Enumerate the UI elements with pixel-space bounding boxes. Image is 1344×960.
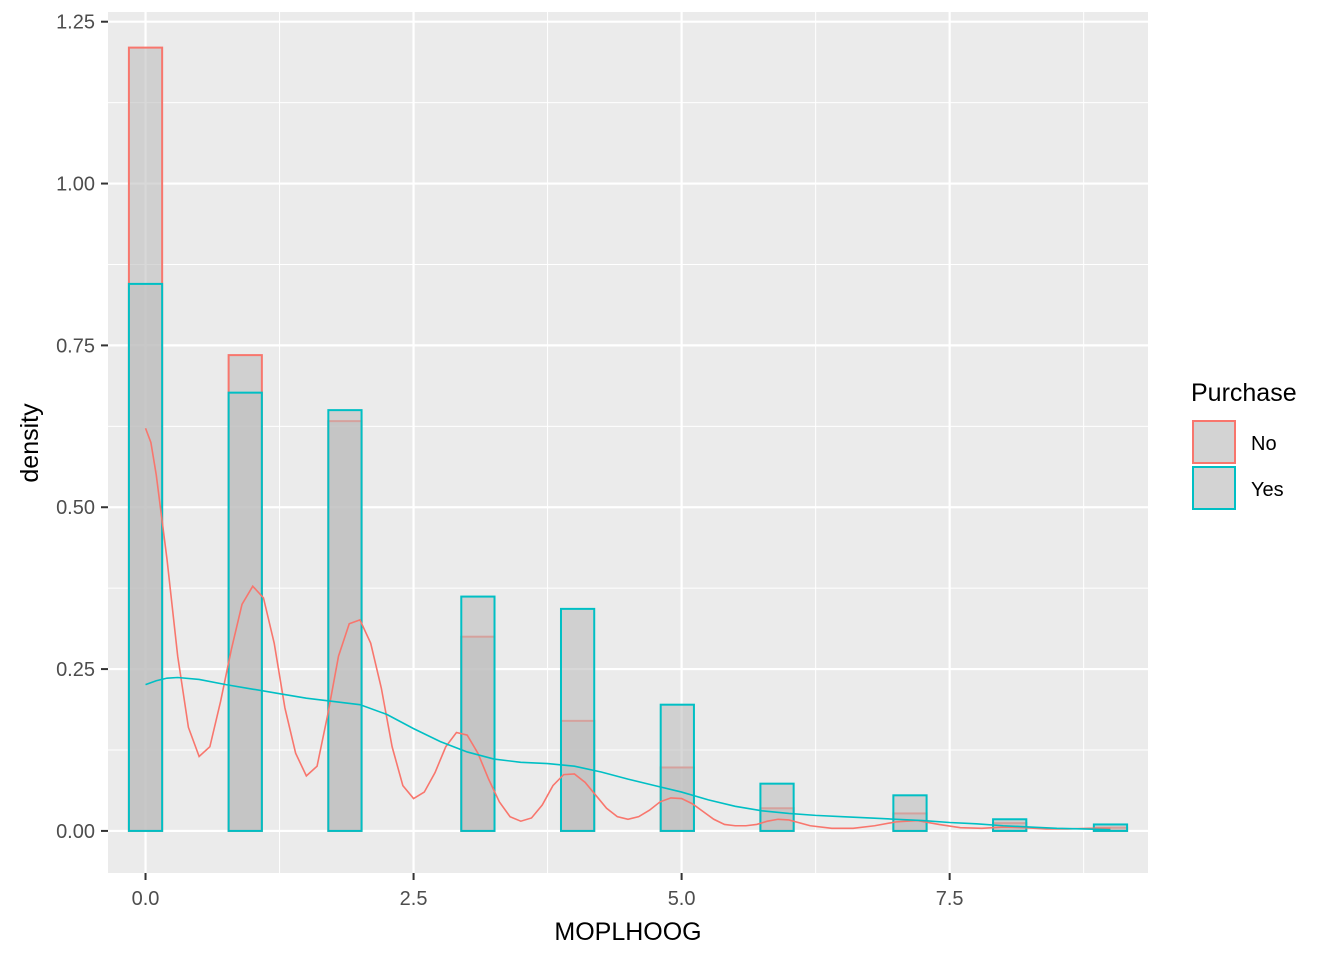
x-tick-label: 7.5 (936, 888, 964, 910)
x-axis-title: MOPLHOOG (554, 918, 701, 946)
x-tick-label: 2.5 (400, 888, 428, 910)
legend-key-no (1192, 420, 1236, 464)
major-gridlines (108, 12, 1148, 873)
x-tick-label: 0.0 (132, 888, 160, 910)
x-axis: 0.0 2.5 5.0 7.5 (132, 873, 964, 910)
y-tick-label: 1.00 (56, 174, 95, 196)
legend-key-yes (1192, 466, 1236, 510)
y-tick-label: 0.25 (56, 659, 95, 681)
legend-label-yes: Yes (1251, 479, 1284, 501)
histogram-bar-yes (892, 794, 928, 832)
plot-panel (108, 12, 1148, 873)
histogram-bar-yes (227, 391, 263, 832)
density-curve-yes (145, 676, 1111, 831)
legend-label-no: No (1251, 433, 1277, 455)
y-tick-label: 0.50 (56, 497, 95, 519)
minor-gridlines (108, 12, 1148, 873)
x-tick-label: 5.0 (668, 888, 696, 910)
histogram-bar-yes (559, 607, 596, 832)
y-tick-label: 1.25 (56, 12, 95, 34)
histogram-bar-yes (127, 282, 164, 832)
histogram-bar-yes (460, 595, 496, 832)
legend-title: Purchase (1191, 379, 1297, 407)
density-curves (144, 427, 1111, 831)
y-axis: 0.00 0.25 0.50 0.75 1.00 1.25 (56, 12, 108, 843)
y-tick-label: 0.75 (56, 335, 95, 357)
density-curve-no (144, 427, 1111, 830)
histogram-bar-yes (659, 703, 695, 832)
histogram-bar-yes (759, 782, 795, 832)
legend: Purchase No Yes (1191, 379, 1297, 510)
y-axis-title: density (16, 403, 44, 483)
y-tick-label: 0.00 (56, 821, 95, 843)
